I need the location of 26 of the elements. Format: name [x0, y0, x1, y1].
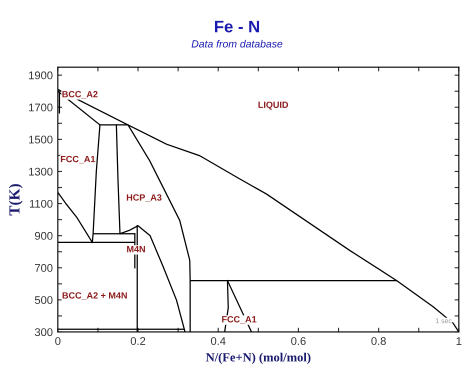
- x-axis-title: N/(Fe+N) (mol/mol): [206, 352, 310, 364]
- annotation: BCC_A2 + M4N: [62, 292, 127, 300]
- y-axis-title: T(K): [8, 184, 23, 216]
- x-tick-label: 0: [55, 337, 60, 345]
- y-tick-label: 300: [34, 328, 53, 336]
- y-tick-label: 1900: [29, 71, 53, 80]
- y-tick-label: 900: [34, 232, 53, 240]
- y-tick-label: 1700: [29, 104, 53, 112]
- y-tick-label: 700: [35, 264, 53, 272]
- y-tick-label: 1100: [30, 200, 53, 208]
- x-tick-label: 0.4: [210, 337, 226, 345]
- y-tick-label: 500: [34, 296, 53, 304]
- x-tick-label: 1: [456, 337, 462, 345]
- chart-title: Fe - N: [214, 20, 260, 32]
- annotation: FCC_A1: [60, 156, 96, 164]
- y-tick-label: 1500: [29, 136, 53, 144]
- annotation: M4N: [127, 246, 145, 252]
- x-tick-label: 0.2: [130, 337, 146, 345]
- x-tick-label: 0.8: [371, 337, 386, 345]
- x-tick-label: 0.6: [291, 337, 306, 345]
- y-tick-label: 1300: [29, 168, 53, 176]
- annotation: FCC_A1: [222, 316, 256, 324]
- annotation: BCC_A2: [62, 90, 98, 98]
- chart-subtitle: Data from database: [192, 40, 282, 48]
- annotation: HCP_A3: [126, 194, 162, 202]
- annotation: LIQUID: [258, 102, 288, 110]
